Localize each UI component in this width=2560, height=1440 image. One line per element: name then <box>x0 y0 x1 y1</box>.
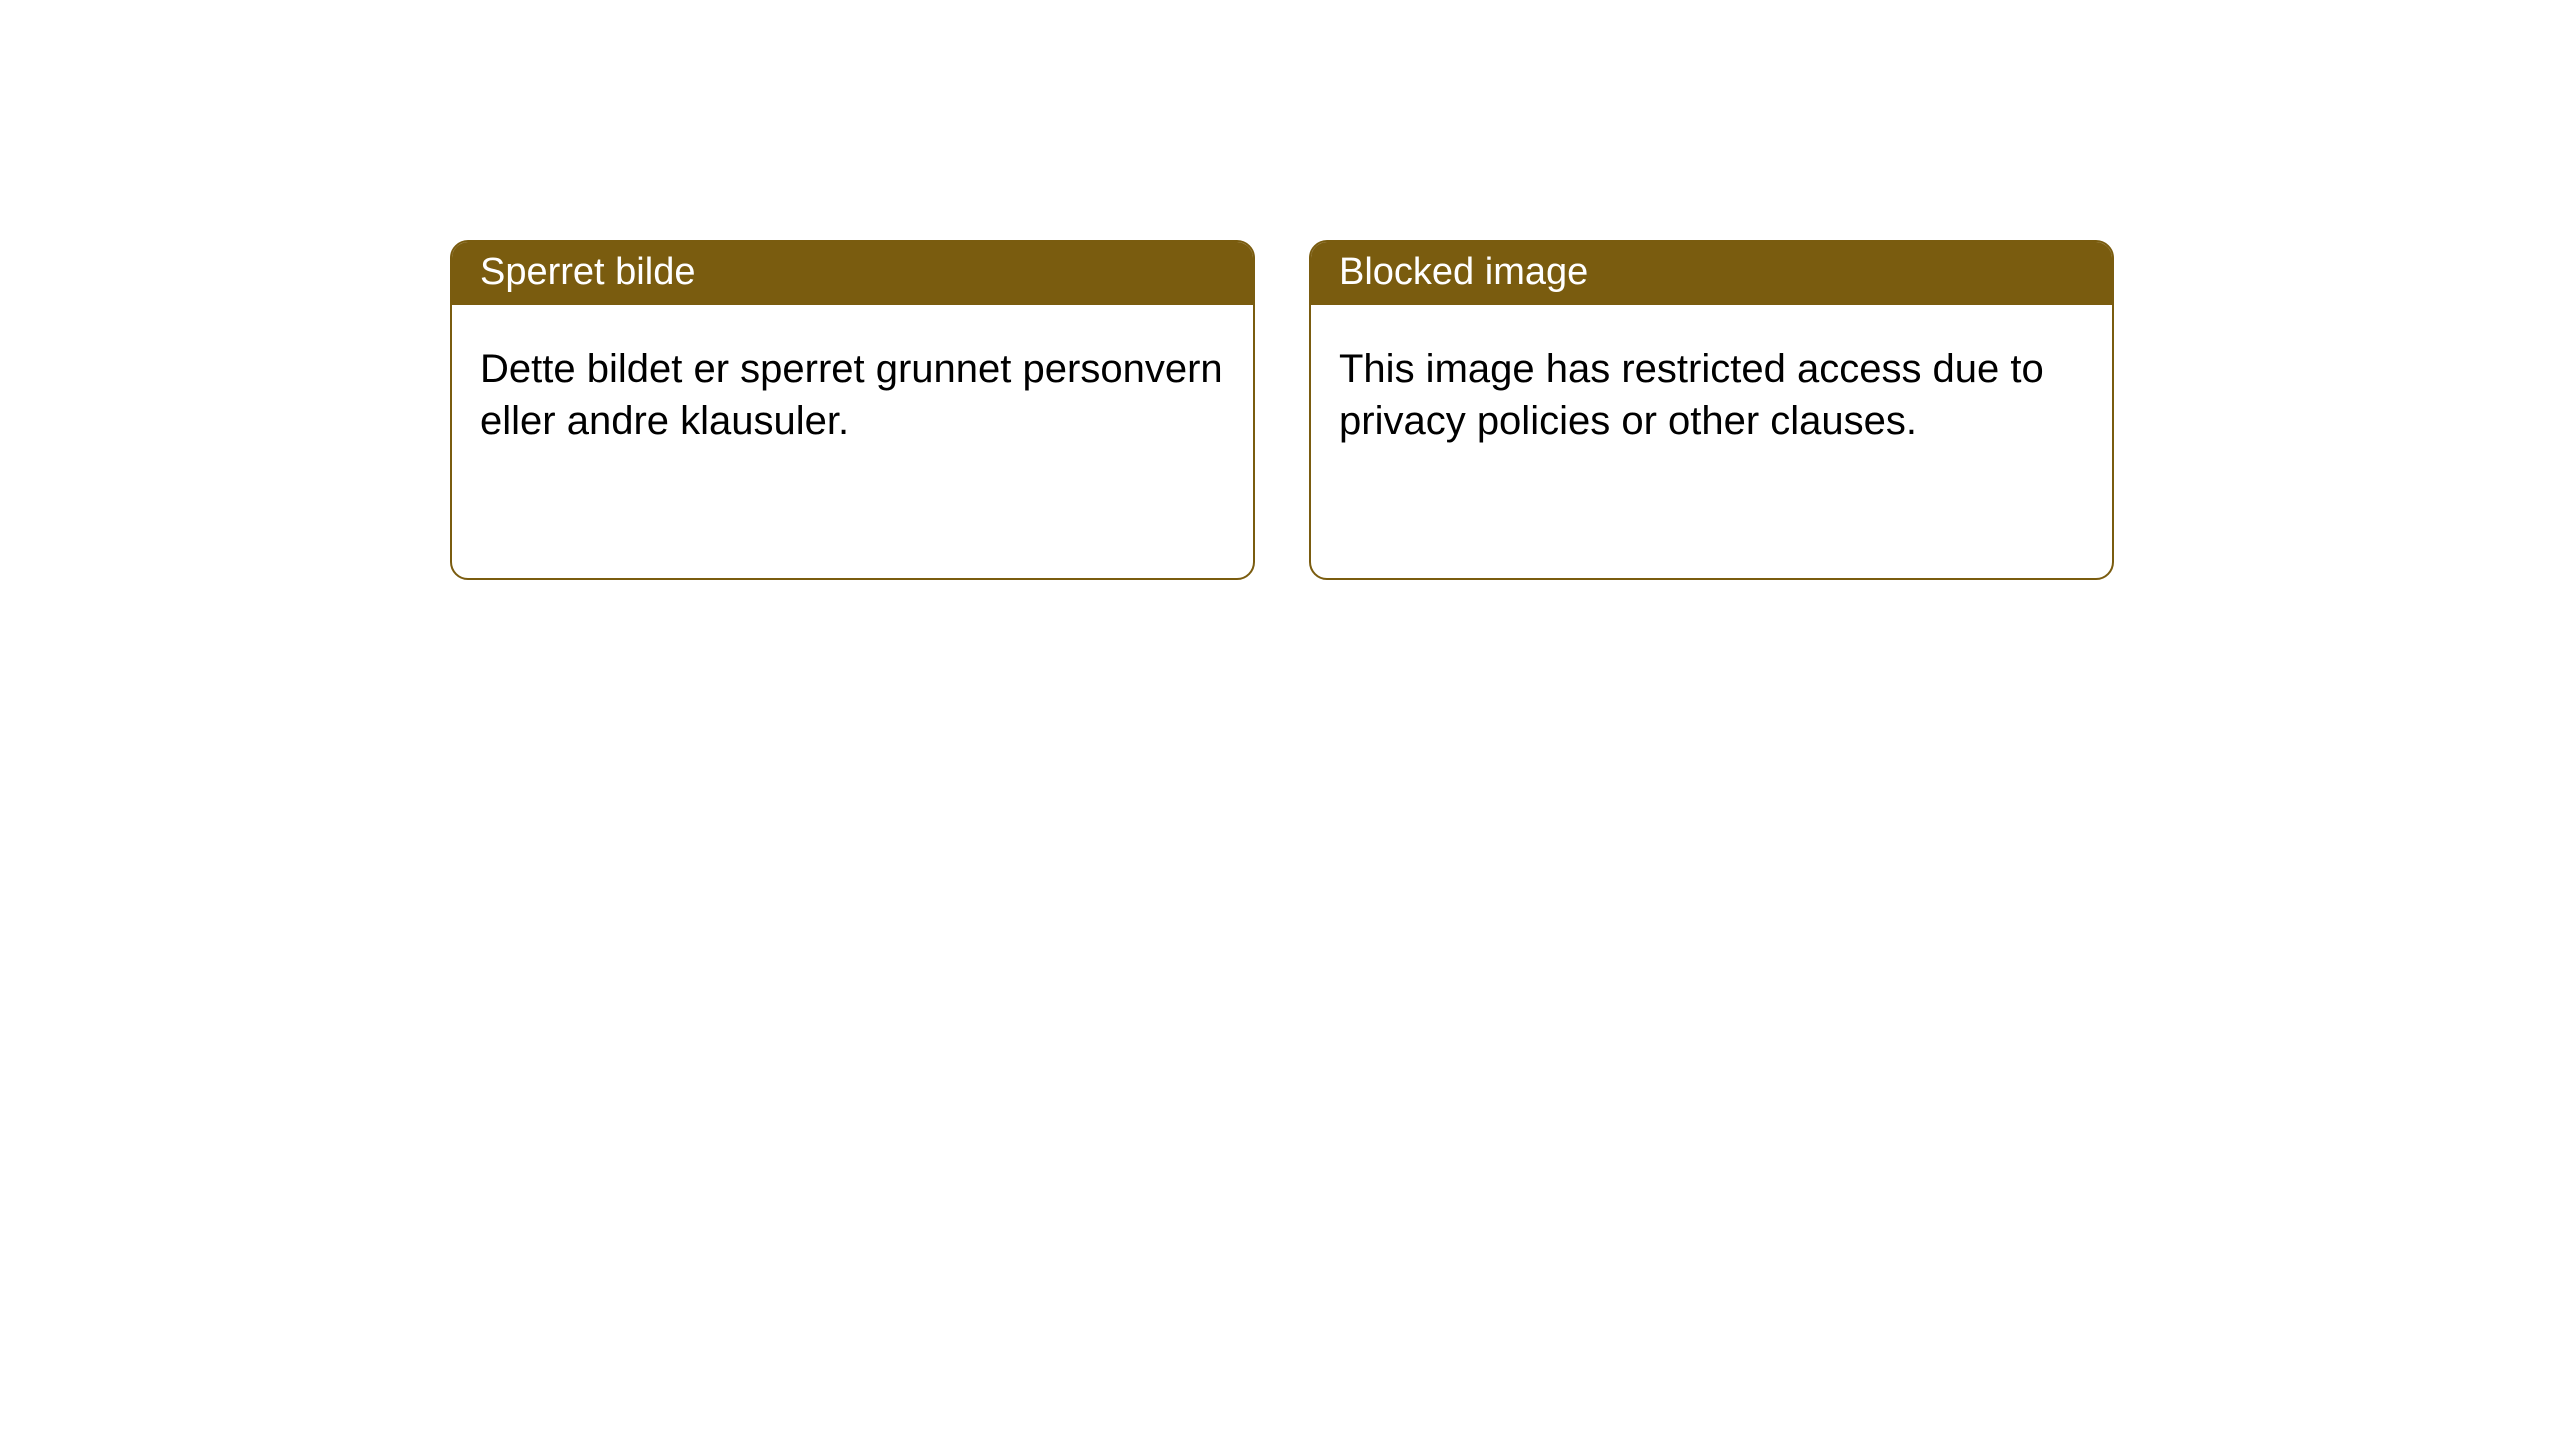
notice-container: Sperret bilde Dette bildet er sperret gr… <box>0 0 2560 580</box>
notice-body: Dette bildet er sperret grunnet personve… <box>452 305 1253 475</box>
notice-title: Sperret bilde <box>452 242 1253 305</box>
notice-card-english: Blocked image This image has restricted … <box>1309 240 2114 580</box>
notice-card-norwegian: Sperret bilde Dette bildet er sperret gr… <box>450 240 1255 580</box>
notice-title: Blocked image <box>1311 242 2112 305</box>
notice-body: This image has restricted access due to … <box>1311 305 2112 475</box>
